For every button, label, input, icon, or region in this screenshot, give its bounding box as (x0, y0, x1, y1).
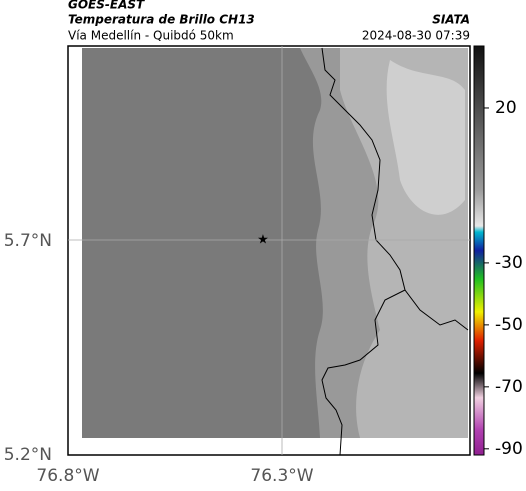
source: SIATA (432, 13, 470, 27)
lat-label: 5.7°N (4, 231, 52, 251)
subtitle: Temperatura de Brillo CH13 (68, 13, 255, 27)
border-line (321, 47, 469, 456)
colorbar-tick-label: -70 (495, 377, 523, 397)
colorbar-tick-label: 20 (495, 98, 517, 118)
lon-label: 76.3°W (250, 466, 313, 486)
lat-label: 5.2°N (4, 445, 52, 465)
colorbar-ticks: 20 -30 -50 -70 -90 (484, 98, 523, 459)
colorbar (473, 45, 485, 456)
map: ★ (67, 45, 471, 456)
title: GOES-EAST (68, 0, 145, 12)
cloud-region (386, 60, 465, 215)
location: Vía Medellín - Quibdó 50km (68, 29, 234, 43)
lon-label: 76.8°W (36, 466, 99, 486)
colorbar-tick-label: -90 (495, 439, 523, 459)
colorbar-tick-label: -30 (495, 253, 523, 273)
city-marker: ★ (257, 233, 269, 248)
datetime: 2024-08-30 07:39 (362, 29, 470, 43)
colorbar-tick-label: -50 (495, 315, 523, 335)
